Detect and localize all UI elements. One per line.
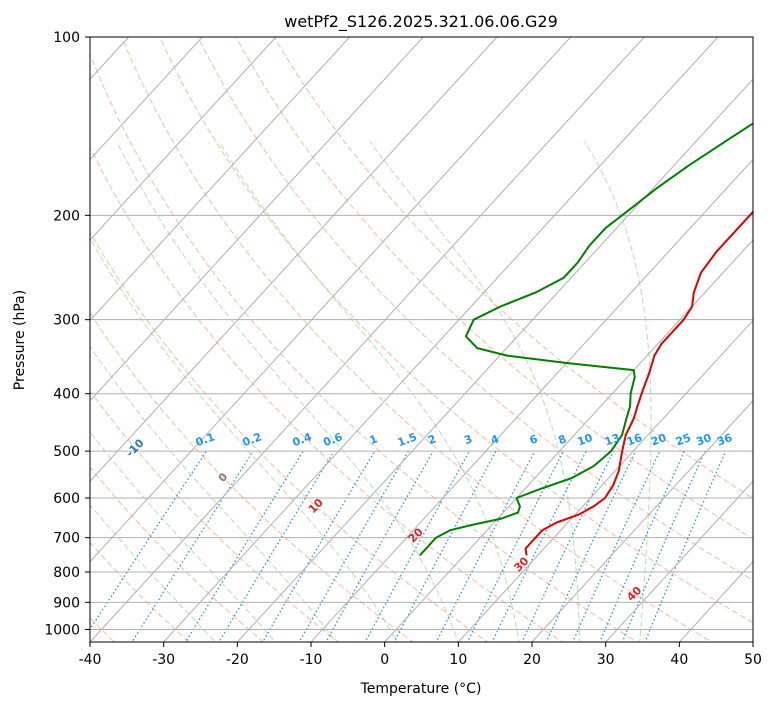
isotherm-line <box>384 239 753 642</box>
isotherm-line <box>605 480 753 642</box>
mixing-ratio-label: 16 <box>625 431 644 449</box>
mixing-ratio-label: 4 <box>489 432 501 447</box>
mixing-ratio-label: 36 <box>715 431 734 449</box>
dry-adiabat-line <box>90 312 414 642</box>
x-tick-label: 40 <box>670 652 688 668</box>
mixing-ratio-label: 30 <box>694 431 713 449</box>
isotherm-line <box>90 37 498 482</box>
mixing-ratio-label: 8 <box>556 432 568 447</box>
y-tick-label: 700 <box>53 531 80 547</box>
isotherm-line <box>531 400 753 642</box>
mixing-ratio-label: 3 <box>462 432 474 447</box>
moist-adiabat-line <box>116 141 459 642</box>
isotherm-line <box>90 37 572 563</box>
moist-adiabat-line <box>584 141 652 642</box>
x-tick-label: -30 <box>152 652 175 668</box>
dewpoint-profile-line <box>419 122 753 557</box>
isotherm-line <box>236 78 753 642</box>
y-tick-label: 600 <box>53 491 80 507</box>
isotherm-line <box>457 319 753 642</box>
mixing-ratio-label: 20 <box>649 431 668 449</box>
dry-adiabat-line <box>90 466 265 642</box>
y-tick-label: 200 <box>53 208 80 224</box>
x-tick-label: -10 <box>300 652 323 668</box>
isotherm-line <box>90 37 351 322</box>
mixing-ratio-label: 13 <box>603 431 622 448</box>
x-tick-label: 0 <box>380 652 389 668</box>
dry-adiabat-line <box>121 37 713 642</box>
moist-adiabat-line <box>218 141 520 642</box>
y-tick-label: 400 <box>53 387 80 403</box>
y-tick-label: 900 <box>53 595 80 611</box>
y-tick-label: 800 <box>53 565 80 581</box>
x-tick-label: 50 <box>744 652 762 668</box>
x-tick-label: -40 <box>79 652 102 668</box>
mixing-ratio-label: 0.6 <box>322 430 345 449</box>
mixing-ratio-label: 25 <box>674 431 693 448</box>
x-tick-label: -20 <box>226 652 249 668</box>
mixing-ratio-label: 6 <box>528 432 540 447</box>
isotherm-line <box>90 37 645 642</box>
x-axis-label: Temperature (°C) <box>360 681 482 697</box>
x-tick-label: 30 <box>597 652 615 668</box>
isotherm-line <box>90 37 203 161</box>
isotherm-line <box>310 158 753 642</box>
temperature-profile-line <box>524 210 753 556</box>
mixing-ratio-label: 0.1 <box>194 430 217 449</box>
mixing-ratio-label: 1 <box>368 432 380 447</box>
isotherm-line <box>90 37 424 402</box>
dry-adiabat-line <box>90 52 638 642</box>
mixing-ratio-label: 10 <box>576 431 595 449</box>
y-tick-label: 1000 <box>44 622 80 638</box>
y-tick-label: 100 <box>53 30 80 46</box>
mixing-ratio-label: 2 <box>426 432 438 447</box>
moist-adiabat-line <box>90 345 337 642</box>
dry-adiabat-line <box>90 390 340 642</box>
x-tick-label: 20 <box>523 652 541 668</box>
x-tick-label: 10 <box>449 652 467 668</box>
isotherm-line <box>90 37 277 241</box>
y-tick-label: 300 <box>53 313 80 329</box>
mixing-ratio-label: 0.4 <box>291 430 314 449</box>
dry-adiabat-line <box>90 146 564 642</box>
mixing-ratio-label: 0.2 <box>241 430 264 449</box>
mixing-ratio-label: 1.5 <box>396 430 419 449</box>
isotherm-line <box>163 37 719 642</box>
y-tick-label: 500 <box>53 444 80 460</box>
dry-adiabat-line <box>273 37 753 499</box>
moist-adiabat-line <box>369 140 581 642</box>
plot-frame <box>89 36 754 643</box>
dry-adiabat-line <box>159 37 753 624</box>
dry-adiabat-line <box>90 231 489 642</box>
chart-title: wetPf2_S126.2025.321.06.06.G29 <box>284 12 558 32</box>
y-axis-label: Pressure (hPa) <box>12 290 28 390</box>
